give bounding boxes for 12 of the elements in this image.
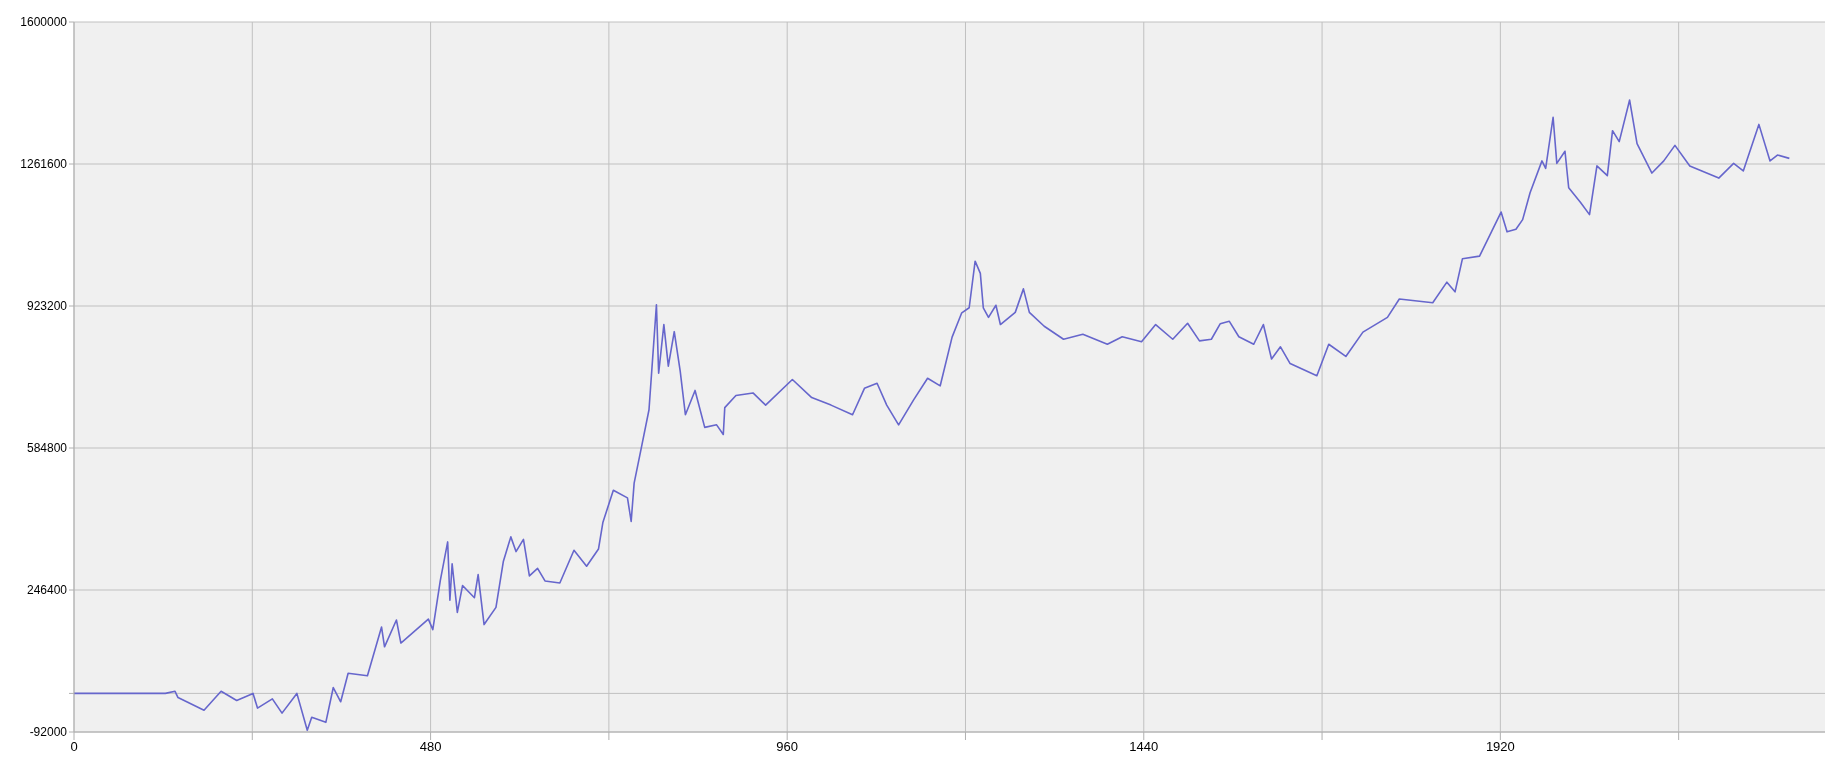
x-tick-label: 960 (776, 739, 799, 755)
x-tick-label: 1920 (1485, 739, 1515, 755)
x-tick-label: 480 (419, 739, 442, 755)
x-tick-label: 0 (70, 739, 78, 755)
y-tick-label: 584800 (26, 441, 68, 456)
y-tick-label: 1261600 (20, 157, 68, 172)
y-tick-label: 1600000 (20, 15, 68, 30)
x-tick-label: 1440 (1129, 739, 1159, 755)
y-tick-label: -92000 (29, 725, 68, 740)
line-series (74, 99, 1791, 732)
y-tick-label: 246400 (26, 583, 68, 598)
y-tick-label: 923200 (26, 299, 68, 314)
